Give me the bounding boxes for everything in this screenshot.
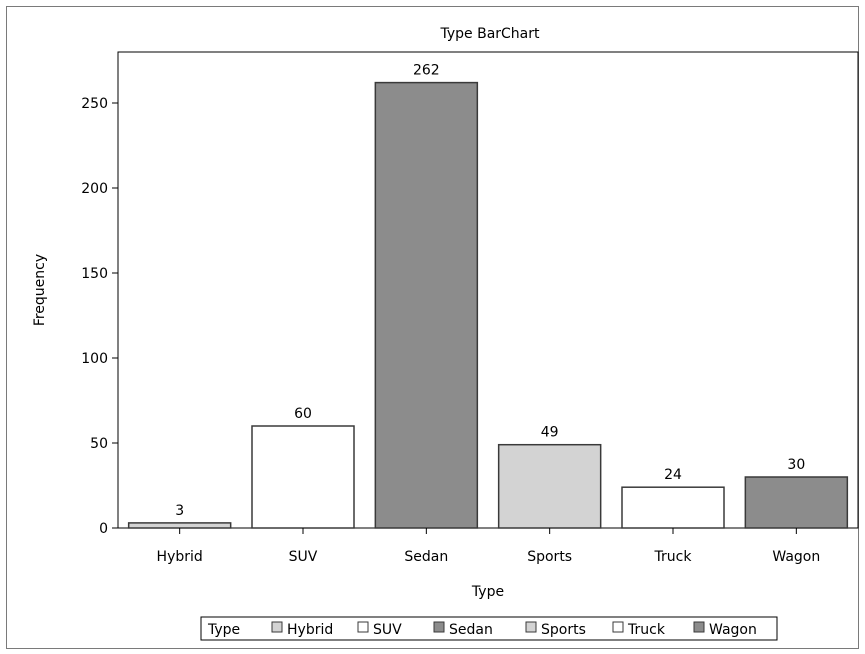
data-label: 24 <box>664 467 682 483</box>
x-tick-label: SUV <box>289 549 318 565</box>
y-tick-label: 0 <box>99 521 108 537</box>
x-tick-label: Wagon <box>772 549 820 565</box>
plot-area <box>117 51 859 529</box>
legend-box <box>200 616 778 641</box>
bar-hybrid <box>127 522 232 529</box>
bar-sports <box>497 443 602 529</box>
bar-suv <box>251 425 355 529</box>
legend-swatch-hybrid <box>271 621 283 633</box>
x-tick-label: Sedan <box>404 549 448 565</box>
legend-item-label: Sports <box>541 622 586 638</box>
legend-swatch-suv <box>357 621 369 633</box>
y-tick-label: 150 <box>81 266 108 282</box>
data-label: 30 <box>787 457 805 473</box>
y-tick-label: 100 <box>81 351 108 367</box>
data-label: 60 <box>294 406 312 422</box>
x-axis-label: Type <box>471 584 504 600</box>
legend-item-label: Truck <box>627 622 666 638</box>
legend-item-label: Hybrid <box>287 622 333 638</box>
legend-swatch-sedan <box>433 621 445 633</box>
bar-truck <box>621 486 725 529</box>
legend-title: Type <box>207 622 240 638</box>
y-axis-label: Frequency <box>32 254 48 326</box>
data-label: 262 <box>413 63 440 79</box>
legend-swatch-wagon <box>693 621 705 633</box>
x-tick-label: Sports <box>527 549 572 565</box>
legend-swatch-truck <box>612 621 624 633</box>
y-axis: 0 50 100 150 200 250 <box>81 96 118 537</box>
x-tick-label: Hybrid <box>157 549 203 565</box>
bar-wagon <box>744 476 849 529</box>
legend: Type Hybrid SUV Sedan Sports Truck Wagon <box>200 616 778 641</box>
data-label: 49 <box>541 425 559 441</box>
y-tick-label: 50 <box>90 436 108 452</box>
chart-title: Type BarChart <box>439 26 540 42</box>
x-tick-label: Truck <box>654 549 693 565</box>
bars: 3 60 262 49 24 30 <box>127 63 849 529</box>
legend-swatch-sports <box>525 621 537 633</box>
y-tick-label: 200 <box>81 181 108 197</box>
y-tick-label: 250 <box>81 96 108 112</box>
x-axis: Hybrid SUV Sedan Sports Truck Wagon <box>157 528 820 565</box>
legend-item-label: Wagon <box>709 622 757 638</box>
data-label: 3 <box>175 503 184 519</box>
bar-sedan <box>374 81 479 529</box>
legend-item-label: SUV <box>373 622 402 638</box>
legend-item-label: Sedan <box>449 622 493 638</box>
